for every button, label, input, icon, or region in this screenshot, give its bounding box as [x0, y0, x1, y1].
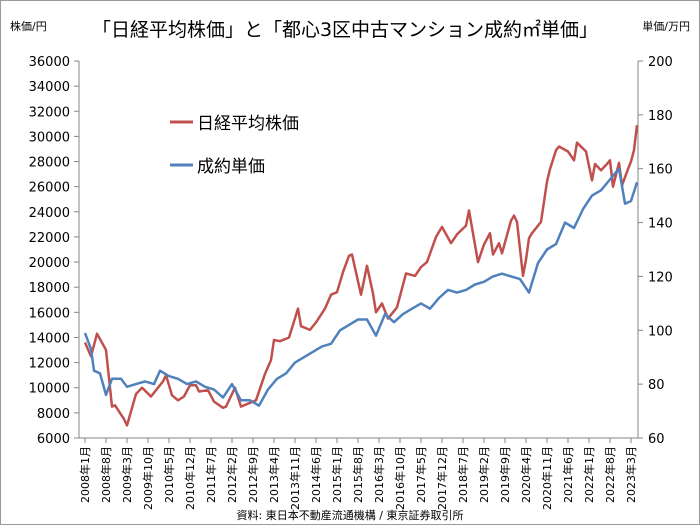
x-tick-label: 2014年6月 — [309, 446, 323, 503]
legend-label: 成約単価 — [197, 157, 265, 177]
right-tick-label: 100 — [648, 324, 673, 339]
x-tick-label: 2020年11月 — [540, 446, 554, 510]
right-tick-label: 140 — [648, 217, 673, 232]
x-tick-label: 2009年10月 — [141, 446, 155, 510]
x-tick-label: 2022年1月 — [582, 446, 596, 503]
left-tick-label: 16000 — [29, 306, 70, 321]
x-tick-label: 2020年4月 — [519, 446, 533, 503]
x-tick-label: 2015年8月 — [351, 446, 365, 503]
left-tick-label: 22000 — [29, 231, 70, 246]
right-tick-label: 60 — [648, 432, 665, 447]
chart-title: 「日経平均株価」と「都心3区中古マンション成約㎡単価」 — [92, 18, 598, 41]
left-tick-label: 6000 — [37, 432, 70, 447]
x-tick-label: 2013年4月 — [267, 446, 281, 503]
right-tick-label: 120 — [648, 270, 673, 285]
legend-label: 日経平均株価 — [197, 114, 299, 134]
left-tick-label: 14000 — [29, 331, 70, 346]
x-tick-label: 2022年8月 — [603, 446, 617, 503]
left-tick-label: 20000 — [29, 256, 70, 271]
x-tick-label: 2017年5月 — [414, 446, 428, 503]
x-tick-label: 2018年7月 — [456, 446, 470, 503]
left-tick-label: 34000 — [29, 80, 70, 95]
left-axis-label: 株価/円 — [10, 19, 47, 33]
left-tick-label: 18000 — [29, 281, 70, 296]
x-tick-label: 2019年2月 — [477, 446, 491, 503]
x-tick-label: 2008年1月 — [78, 446, 92, 503]
x-tick-label: 2013年11月 — [288, 446, 302, 510]
x-tick-label: 2010年12月 — [183, 446, 197, 510]
series-line-nikkei — [83, 124, 639, 427]
right-tick-label: 180 — [648, 109, 673, 124]
x-tick-label: 2012年2月 — [225, 446, 239, 503]
left-tick-label: 26000 — [29, 181, 70, 196]
x-tick-label: 2021年6月 — [561, 446, 575, 503]
left-tick-label: 30000 — [29, 130, 70, 145]
x-tick-label: 2009年3月 — [120, 446, 134, 503]
left-tick-label: 12000 — [29, 357, 70, 372]
right-tick-label: 200 — [648, 55, 673, 70]
left-tick-label: 36000 — [29, 55, 70, 70]
right-tick-label: 160 — [648, 163, 673, 178]
x-tick-label: 2012年9月 — [246, 446, 260, 503]
x-tick-label: 2016年3月 — [372, 446, 386, 503]
x-tick-label: 2010年5月 — [162, 446, 176, 503]
x-tick-label: 2011年7月 — [204, 446, 218, 503]
x-tick-label: 2017年12月 — [435, 446, 449, 510]
left-tick-label: 10000 — [29, 382, 70, 397]
x-tick-label: 2015年1月 — [330, 446, 344, 503]
x-tick-label: 2016年10月 — [393, 446, 407, 510]
left-tick-label: 24000 — [29, 206, 70, 221]
series-line-unit-price — [83, 167, 639, 407]
x-tick-label: 2008年8月 — [99, 446, 113, 503]
x-tick-label: 2023年3月 — [624, 446, 638, 503]
left-tick-label: 8000 — [37, 407, 70, 422]
right-axis-label: 単価/万円 — [642, 19, 690, 33]
x-tick-label: 2019年9月 — [498, 446, 512, 503]
source-note: 資料: 東日本不動産流通機構 / 東京証券取引所 — [237, 508, 464, 522]
left-tick-label: 28000 — [29, 156, 70, 171]
right-tick-label: 80 — [648, 378, 665, 393]
left-tick-label: 32000 — [29, 105, 70, 120]
